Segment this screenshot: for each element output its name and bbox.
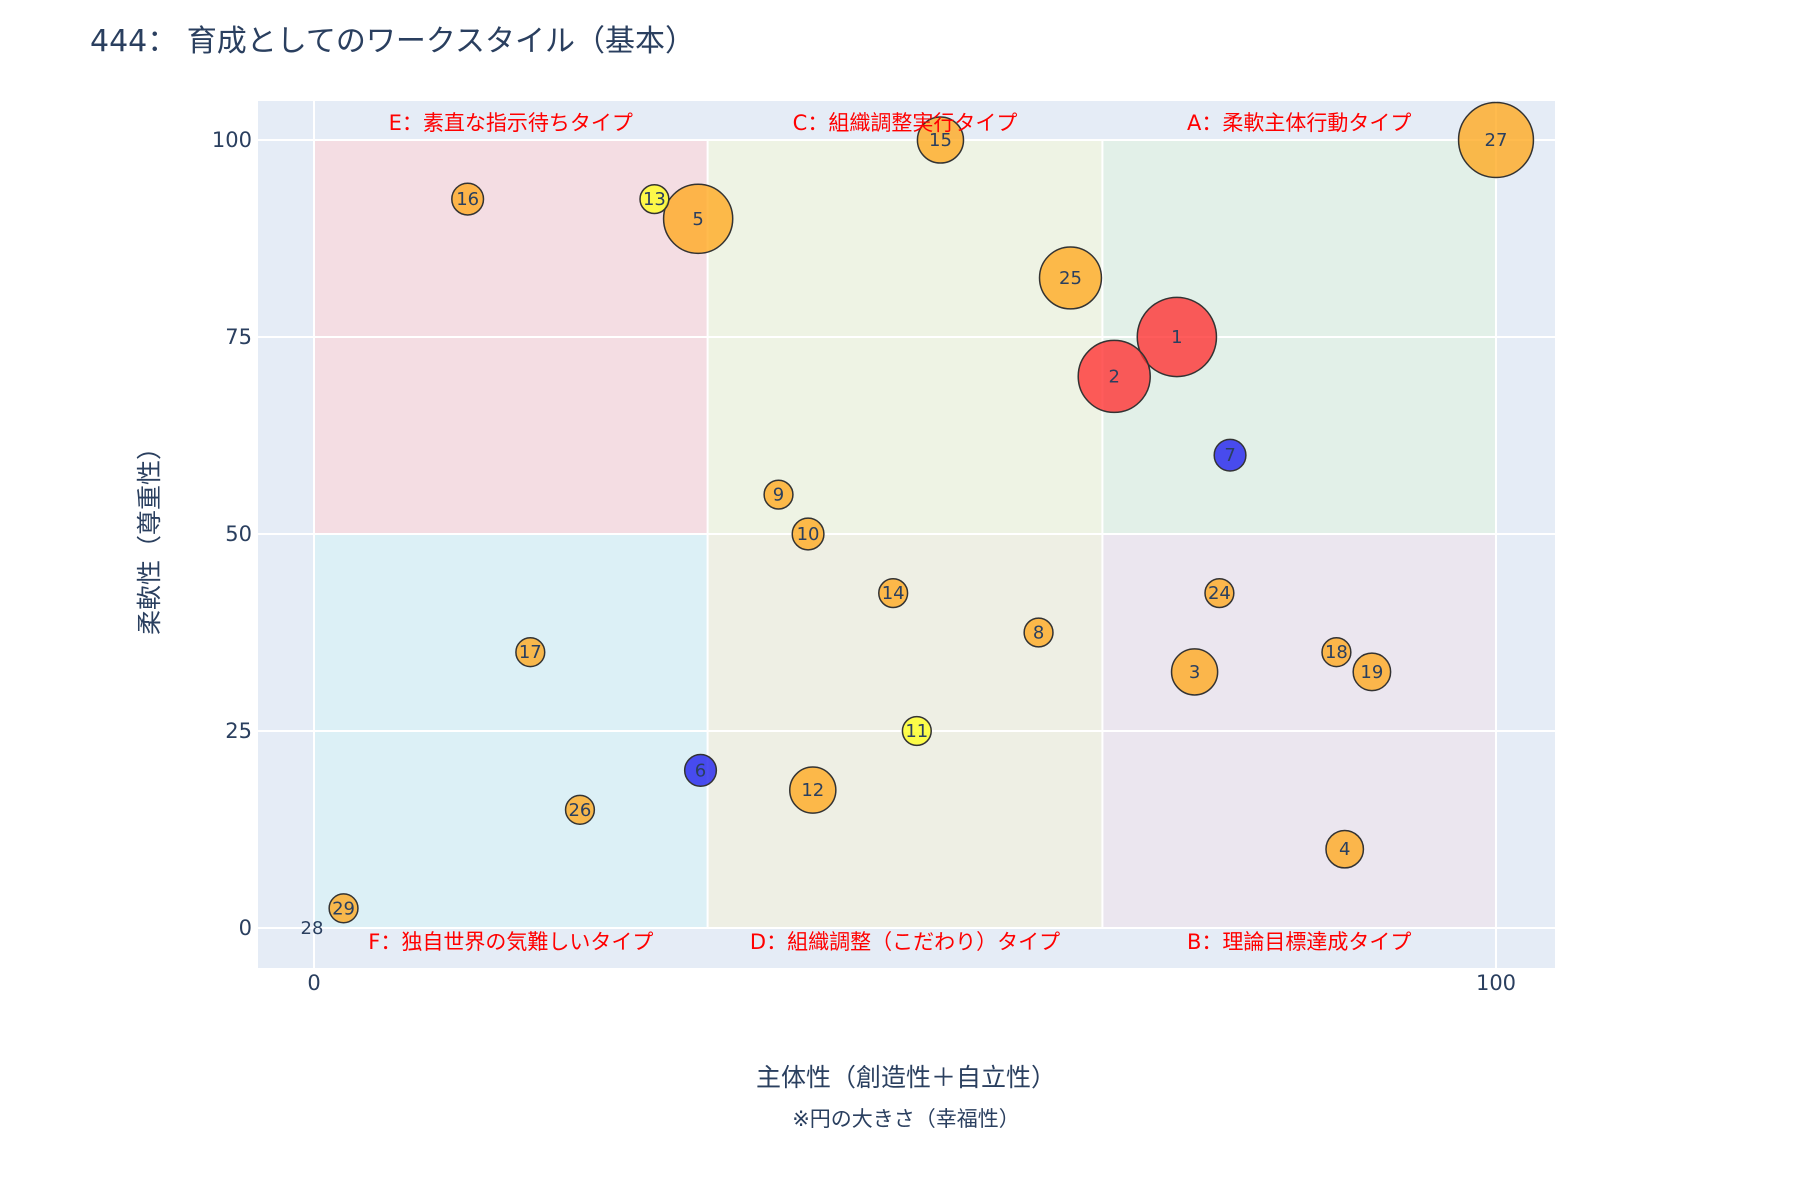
bubble-label-24: 24 (1208, 583, 1231, 604)
bubble-26 (564, 794, 596, 825)
bubble-label-3: 3 (1189, 662, 1200, 683)
bubble-label-1: 1 (1171, 327, 1182, 348)
y-axis-title: 柔軟性（尊重性） (135, 435, 164, 635)
quadrant-label-2: C：組織調整実行タイプ (793, 111, 1018, 135)
bubble-label-16: 16 (456, 189, 479, 210)
quadrant-label-1: E：素直な指示待ちタイプ (389, 111, 633, 135)
quadrant-label-6: B：理論目標達成タイプ (1187, 930, 1411, 954)
bubble-1 (1136, 296, 1218, 378)
bubble-label-4: 4 (1339, 839, 1350, 860)
y-tick-label-0: 0 (239, 916, 252, 940)
bubble-label-9: 9 (773, 485, 784, 506)
bubble-15 (916, 116, 965, 164)
bubble-14 (878, 577, 909, 609)
bubble-label-28: 28 (301, 918, 324, 939)
y-tick-label-50: 50 (225, 522, 252, 546)
bubble-label-17: 17 (519, 642, 542, 663)
gridlines (258, 101, 1555, 968)
bubble-label-13: 13 (643, 189, 666, 210)
bubble-8 (1023, 617, 1054, 648)
x-tick-label-0: 0 (307, 971, 320, 995)
bubble-label-27: 27 (1485, 130, 1508, 151)
bubble-17 (515, 637, 546, 668)
bubble-label-25: 25 (1059, 268, 1082, 289)
bubble-2 (1077, 339, 1151, 414)
bubble-label-5: 5 (692, 209, 703, 230)
bubble-12 (789, 766, 837, 814)
bubble-19 (1352, 652, 1392, 692)
y-tick-label-100: 100 (212, 128, 252, 152)
bubble-label-6: 6 (695, 760, 706, 781)
bubble-label-11: 11 (905, 721, 928, 742)
bubble-label-7: 7 (1224, 445, 1235, 466)
bubble-label-18: 18 (1325, 642, 1348, 663)
bubble-label-15: 15 (929, 130, 952, 151)
bubble-9 (763, 479, 794, 510)
bubble-18 (1321, 637, 1352, 668)
bubble-label-29: 29 (332, 898, 355, 919)
bubble-label-26: 26 (568, 800, 591, 821)
bubble-3 (1170, 648, 1219, 696)
y-tick-label-25: 25 (225, 719, 252, 743)
bubble-11 (901, 715, 932, 747)
bubble-5 (662, 183, 734, 255)
bubble-label-2: 2 (1108, 366, 1119, 387)
x-axis-title: 主体性（創造性＋自立性） (756, 1063, 1056, 1092)
bubble-label-8: 8 (1033, 623, 1044, 644)
bubble-label-19: 19 (1360, 662, 1383, 683)
bubble-10 (791, 517, 825, 551)
bubble-label-14: 14 (882, 583, 905, 604)
quadrant-label-4: F：独自世界の気難しいタイプ (368, 930, 653, 954)
bubble-6 (683, 753, 718, 787)
bubble-29 (328, 893, 359, 924)
chart-title: 444： 育成としてのワークスタイル（基本） (90, 24, 695, 59)
bubble-label-12: 12 (801, 780, 824, 801)
quadrant-labels: E：素直な指示待ちタイプ C：組織調整実行タイプ A：柔軟主体行動タイプ F：独自世界… (368, 111, 1411, 954)
bubble-16 (451, 182, 485, 216)
bubble-13 (639, 183, 670, 215)
quadrant-label-5: D：組織調整（こだわり）タイプ (750, 930, 1060, 954)
y-tick-label-75: 75 (225, 325, 252, 349)
size-note: ※円の大きさ（幸福性） (792, 1107, 1020, 1131)
bubble-25 (1038, 246, 1103, 310)
quadrant-label-3: A：柔軟主体行動タイプ (1187, 111, 1411, 135)
x-tick-label-100: 100 (1476, 971, 1516, 995)
bubble-27 (1457, 101, 1535, 179)
bubble-7 (1213, 438, 1247, 472)
bubble-24 (1204, 577, 1235, 609)
bubble-4 (1325, 829, 1365, 869)
bubble-label-10: 10 (797, 524, 820, 545)
